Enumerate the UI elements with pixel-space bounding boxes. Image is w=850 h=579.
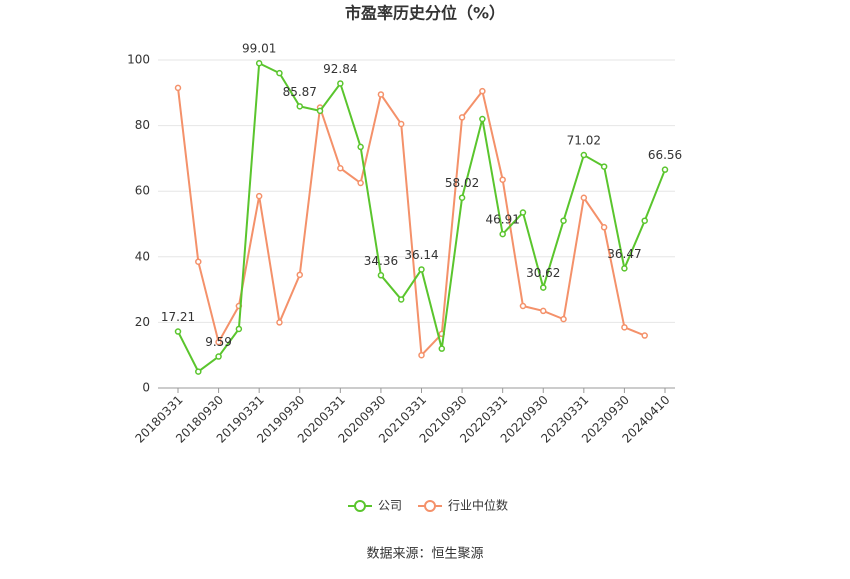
point <box>519 209 527 216</box>
series-line <box>177 87 646 358</box>
data-label: 34.36 <box>364 254 398 268</box>
point <box>499 176 506 183</box>
data-label: 9.59 <box>205 335 232 349</box>
point <box>499 230 506 238</box>
data-label: 30.62 <box>526 266 560 280</box>
point <box>458 114 466 121</box>
point <box>479 115 486 123</box>
point <box>519 302 527 310</box>
point <box>357 179 364 187</box>
point <box>296 103 303 110</box>
y-tick-label: 60 <box>135 184 150 198</box>
source: 数据来源：恒生聚源 <box>366 547 483 562</box>
y-tick-label: 80 <box>135 118 150 132</box>
point <box>600 224 608 231</box>
data-label: 92.84 <box>323 62 357 76</box>
point <box>580 194 588 202</box>
point <box>174 84 182 92</box>
point <box>458 194 466 201</box>
data-label: 17.21 <box>161 310 195 324</box>
data-label: 58.02 <box>445 176 479 190</box>
point <box>540 284 547 291</box>
point <box>621 265 628 272</box>
data-label: 36.47 <box>607 247 641 261</box>
legend-label: 行业中位数 <box>448 498 508 513</box>
point <box>357 143 364 151</box>
point <box>621 324 628 331</box>
point <box>276 319 283 326</box>
point <box>377 91 385 98</box>
point <box>438 345 446 352</box>
point <box>296 271 303 279</box>
data-label: 71.02 <box>567 134 601 148</box>
y-tick-label: 20 <box>135 315 150 329</box>
data-label: 36.14 <box>404 248 438 262</box>
y-tick-label: 0 <box>142 381 150 395</box>
series-line <box>177 61 666 374</box>
point <box>255 192 263 200</box>
point <box>418 351 425 359</box>
data-label: 85.87 <box>283 85 317 99</box>
point <box>255 59 263 67</box>
y-tick-label: 40 <box>135 249 150 263</box>
legend-marker <box>424 500 437 512</box>
point <box>195 368 202 375</box>
y-tick-label: 100 <box>127 53 150 67</box>
data-label: 46.91 <box>485 213 519 227</box>
point <box>560 315 567 323</box>
point <box>215 338 222 346</box>
point <box>316 107 324 115</box>
point <box>337 164 344 172</box>
chart-title: 市盈率历史分位（%） <box>345 4 505 23</box>
point <box>560 217 567 224</box>
point <box>580 151 588 159</box>
legend-marker <box>354 500 366 512</box>
point <box>276 69 283 77</box>
point <box>641 217 648 224</box>
legend-label: 公司 <box>378 499 402 513</box>
point <box>479 87 486 95</box>
point <box>337 80 344 87</box>
point <box>215 353 222 360</box>
point <box>235 325 243 333</box>
data-label: 99.01 <box>242 42 276 56</box>
point <box>397 120 405 128</box>
point <box>540 307 547 315</box>
point <box>600 163 608 170</box>
point <box>377 272 385 279</box>
point <box>641 332 648 339</box>
point <box>418 266 425 273</box>
point <box>661 166 669 173</box>
point <box>195 258 202 265</box>
point <box>174 328 182 335</box>
data-label: 66.56 <box>648 148 682 162</box>
point <box>397 296 405 303</box>
